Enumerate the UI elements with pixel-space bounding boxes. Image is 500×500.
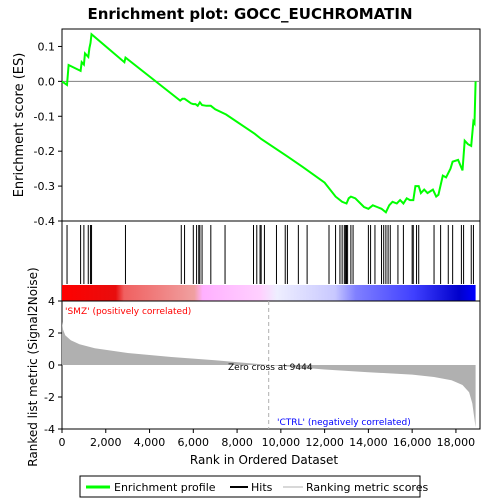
x-tick-label: 18,000 [437,436,476,449]
rank-color-bar [62,285,476,301]
positive-correlation-label: 'SMZ' (positively correlated) [65,307,191,317]
x-tick-label: 6,000 [178,436,210,449]
hits-marks [66,225,474,284]
x-tick-label: 10,000 [262,436,301,449]
es-ytick-label: -0.2 [34,145,55,158]
metric-ytick-label: 4 [48,295,55,308]
metric-ytick-label: 0 [48,359,55,372]
metric-axis-label: Ranked list metric (Signal2Noise) [26,267,40,466]
legend-metric-label: Ranking metric scores [306,481,428,494]
x-axis-ticks: 0 2,000 4,000 6,000 8,000 10,000 12,000 14,000 1… [59,429,476,449]
es-axis-label: Enrichment score (ES) [12,53,27,198]
x-tick-label: 16,000 [393,436,432,449]
metric-ytick-label: -4 [44,423,55,436]
enrichment-profile-line [61,32,477,214]
metric-ytick-label: 2 [48,327,55,340]
x-tick-label: 2,000 [90,436,122,449]
es-panel-frame [61,28,481,222]
legend-box [79,475,421,498]
x-axis-label: Rank in Ordered Dataset [190,453,338,467]
x-tick-label: 4,000 [134,436,166,449]
x-tick-label: 0 [59,436,66,449]
x-tick-label: 12,000 [305,436,344,449]
es-ytick-label: 0.0 [38,75,56,88]
metric-axis-ticks: 4 2 0 -2 -4 [44,295,62,436]
metric-ytick-label: -2 [44,391,55,404]
negative-correlation-label: 'CTRL' (negatively correlated) [277,418,411,428]
es-ytick-label: -0.3 [34,180,55,193]
x-tick-label: 14,000 [349,436,388,449]
x-tick-label: 8,000 [221,436,253,449]
chart-title: Enrichment plot: GOCC_EUCHROMATIN [87,5,412,23]
zero-cross-label: Zero cross at 9444 [228,363,313,373]
legend-hits-label: Hits [251,481,273,494]
es-ytick-label: 0.1 [38,40,56,53]
legend-enrichment-label: Enrichment profile [114,481,216,494]
es-ytick-label: -0.4 [34,215,55,228]
es-ytick-label: -0.1 [34,110,55,123]
es-axis-ticks: 0.1 0.0 -0.1 -0.2 -0.3 -0.4 [34,40,62,228]
